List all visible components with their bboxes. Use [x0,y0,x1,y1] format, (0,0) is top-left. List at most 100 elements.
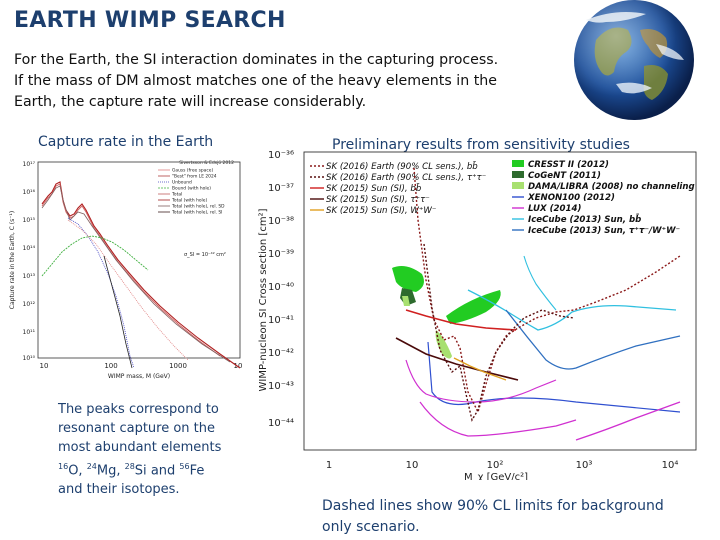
legend-label: SK (2016) Earth (90% CL sens.), τ⁺τ⁻ [326,173,486,183]
capture-total-hole-curve [41,183,221,357]
sk-sun-ww-curve [453,357,507,381]
left-plot-frame [37,161,241,359]
legend-label: IceCube (2013) Sun, bb̄ [528,213,641,225]
right-y-tick: 10⁻³⁸ [268,216,294,227]
cresst-region [392,266,424,292]
left-y-tick: 10¹⁰ [23,355,36,362]
left-x-tick: 100 [104,362,117,370]
left-plot-credit: Sivertsson & Edsjö 2012 [179,160,234,166]
right-y-tick: 10⁻⁴³ [268,381,294,392]
right-y-tick: 10⁻⁴² [268,348,294,359]
left-panel-heading: Capture rate in the Earth [38,134,214,150]
legend-label: XENON100 (2012) [527,193,615,203]
right-x-tick: 10² [487,460,504,471]
right-y-tick: 10⁻⁴¹ [268,315,294,326]
legend-swatch [512,160,524,167]
legend-swatch [512,182,524,189]
left-x-label: WIMP mass, M (GeV) [108,373,170,380]
left-legend-label: Unbound [172,180,192,186]
sensitivity-plot: 10⁻³⁶ 10⁻³⁷ 10⁻³⁸ 10⁻³⁹ 10⁻⁴⁰ 10⁻⁴¹ 10⁻⁴… [258,150,697,480]
sk-earth-bb-curve [413,167,681,414]
right-panel-heading: Preliminary results from sensitivity stu… [332,137,630,153]
lux-curve-2 [419,401,577,437]
peaks-note-line: most abundant elements [58,440,222,455]
icecube-bb-curve-2 [523,255,557,311]
capture-gauss-curve [67,219,189,361]
legend-label: IceCube (2013) Sun, τ⁺τ⁻/W⁺W⁻ [528,226,680,236]
left-y-tick: 10¹⁴ [23,245,36,252]
left-legend-label: Total (with hole) [171,198,207,204]
capture-steep-curve [103,255,133,369]
isotope-element: Fe [189,463,205,479]
peaks-note: The peaks correspond to resonant capture… [58,400,221,499]
intro-text: For the Earth, the SI interaction domina… [14,50,514,113]
right-legend-right: CRESST II (2012) CoGeNT (2011) DAMA/LIBR… [512,160,695,236]
left-legend-label: "Best" from LE 2024 [172,174,217,180]
lux-curve [405,359,557,403]
dashed-note-line: Dashed lines show 90% CL limits for back… [322,498,664,514]
isotope-line: 16O, 24Mg, 28Si and 56Fe [58,462,205,479]
right-y-tick: 10⁻³⁹ [268,249,294,260]
capture-total-sd-curve [41,185,231,363]
sk-sun-bb-curve [405,309,517,331]
left-y-tick: 10¹² [23,301,36,308]
icecube-bb-curve [467,289,677,331]
left-legend-label: Total [171,192,182,198]
left-y-tick: 10¹³ [23,273,36,280]
left-y-tick: 10¹¹ [23,329,36,336]
right-y-label: WIMP-nucleon SI Cross section [cm²] [258,208,269,391]
peaks-note-line: The peaks correspond to [58,402,219,417]
isotope-mass: 28 [124,462,135,471]
left-y-tick: 10¹⁷ [23,161,36,168]
left-legend-label: Gauss (free space) [172,168,213,174]
dashed-lines-note: Dashed lines show 90% CL limits for back… [322,496,664,538]
right-x-tick: 10 [406,460,419,471]
left-legend: Gauss (free space) "Best" from LE 2024 U… [158,168,225,216]
legend-label: SK (2016) Earth (90% CL sens.), bb̄ [326,160,478,172]
left-y-tick: 10¹⁵ [23,217,36,224]
right-x-tick: 10⁴ [662,460,679,471]
earth-globe-image [574,0,694,120]
legend-label: SK (2015) Sun (SI), bb̄ [326,182,422,194]
lux-curve-3 [575,401,681,441]
right-x-tick: 10³ [576,460,593,471]
sigma-label: σ_SI = 10⁻⁴² cm² [184,252,226,258]
capture-rate-plot: Sivertsson & Edsjö 2012 10¹⁷ 10¹⁶ 10¹⁵ 1… [9,160,242,380]
right-legend-left: SK (2016) Earth (90% CL sens.), bb̄ SK (… [310,160,486,216]
left-y-tick: 10¹⁶ [23,189,36,196]
intro-line: If the mass of DM almost matches one of … [14,73,497,89]
isotope-mass: 56 [179,462,190,471]
legend-label: DAMA/LIBRA (2008) no channeling [528,182,695,192]
legend-label: CoGeNT (2011) [528,171,601,181]
right-y-tick: 10⁻⁴⁰ [268,282,294,293]
dashed-note-line: only scenario. [322,519,420,535]
dama-region-2 [402,296,410,306]
isotope-element: O [68,463,79,479]
legend-label: SK (2015) Sun (SI), τ⁺τ⁻ [326,195,430,205]
left-legend-label: Bound (with hole) [172,186,211,192]
legend-swatch [512,171,524,178]
icecube-tau-curve [505,309,681,370]
xenon100-curve [427,341,681,413]
left-x-tick: 1000 [169,362,187,370]
right-y-tick: 10⁻³⁷ [268,183,294,194]
right-x-tick: 1 [326,460,332,471]
left-legend-label: Total (with hole), rel. SD [171,204,225,210]
isotope-element: Si [134,463,147,479]
isotope-element: Mg [96,463,117,479]
sk-sun-tau-curve [395,337,519,381]
slide-title: EARTH WIMP SEARCH [14,8,286,33]
right-y-tick: 10⁻⁴⁴ [268,418,294,429]
legend-label: SK (2015) Sun (SI), W⁺W⁻ [326,206,436,216]
left-legend-label: Total (with hole), rel. SI [171,210,222,216]
capture-total-curve [41,181,241,369]
peaks-note-line: resonant capture on the [58,421,216,436]
cresst-region-2 [446,290,501,324]
capture-bound-curve [41,235,149,277]
isotope-mass: 16 [58,462,69,471]
dama-region [435,330,452,359]
intro-line: For the Earth, the SI interaction domina… [14,52,499,68]
peaks-note-line: and their isotopes. [58,482,180,498]
isotope-mass: 24 [86,462,97,471]
right-y-tick: 10⁻³⁶ [268,150,294,161]
